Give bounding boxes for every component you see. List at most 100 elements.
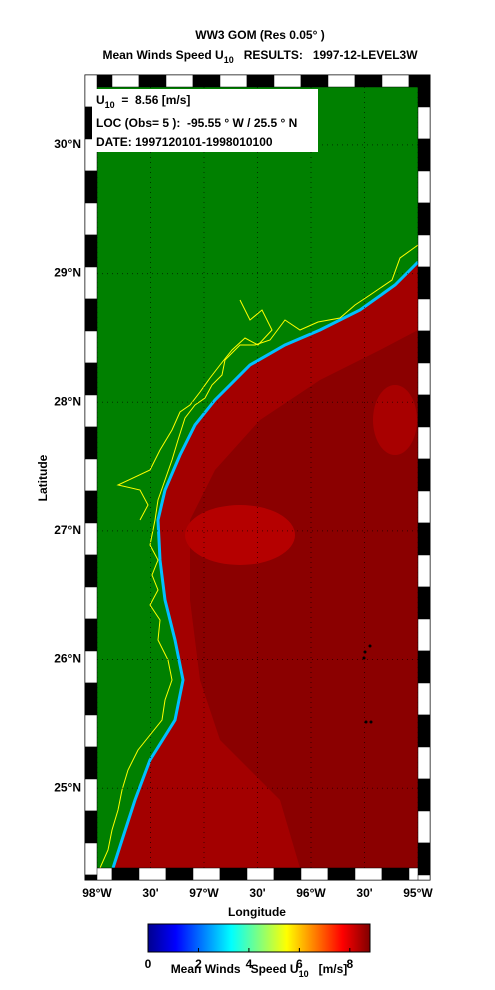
frame-check (417, 618, 431, 652)
frame-check (381, 867, 410, 881)
frame-check (417, 842, 431, 876)
y-axis-label: Latitude (36, 454, 50, 501)
frame-check (84, 714, 98, 748)
frame-check (417, 874, 431, 881)
info-sym: U (96, 93, 105, 107)
frame-check (417, 202, 431, 236)
colorbar-label-text: [m/s] (309, 962, 348, 976)
frame-check (84, 522, 98, 556)
x-tick-label: 30' (142, 886, 158, 900)
info-box (92, 89, 318, 152)
frame-check (84, 394, 98, 428)
subtitle-text: RESULTS: 1997-12-LEVEL3W (234, 48, 418, 62)
frame-check (84, 458, 98, 492)
title: WW3 GOM (Res 0.05° ) (195, 28, 325, 42)
y-tick-label: 26°N (54, 652, 81, 666)
y-tick-label: 30°N (54, 137, 81, 151)
frame-check (417, 234, 431, 268)
x-tick-label: 97°W (189, 886, 219, 900)
frame-check (165, 867, 194, 881)
colorbar-tick-label: 2 (195, 957, 202, 971)
frame-check (138, 74, 167, 88)
frame-check (354, 74, 383, 88)
frame-check (84, 266, 98, 300)
colorbar-label-text: Mean Winds Speed U (171, 962, 299, 976)
frame-check (84, 874, 98, 881)
wind-max (373, 385, 417, 455)
frame-check (417, 746, 431, 780)
colorbar-tick-label: 6 (296, 957, 303, 971)
info-line: U10 = 8.56 [m/s] (96, 93, 190, 110)
frame-check (417, 682, 431, 716)
frame-check (111, 74, 140, 88)
frame-check (165, 74, 194, 88)
frame-check (417, 650, 431, 684)
frame-check (417, 170, 431, 204)
frame-check (84, 810, 98, 844)
frame-check (192, 74, 221, 88)
frame-check (84, 554, 98, 588)
colorbar-tick-label: 8 (346, 957, 353, 971)
frame-check (84, 362, 98, 396)
colorbar (147, 923, 371, 953)
frame-check (300, 74, 329, 88)
info-text: = 8.56 [m/s] (115, 93, 191, 107)
frame-check (327, 867, 356, 881)
frame-check (84, 330, 98, 364)
coast-edge (111, 260, 418, 868)
frame-check (327, 74, 356, 88)
frame-check (84, 426, 98, 460)
frame-check (354, 867, 383, 881)
frame-check (84, 618, 98, 652)
frame-check (417, 554, 431, 588)
subtitle-text: Mean Winds Speed U (102, 48, 223, 62)
frame-check (417, 586, 431, 620)
frame-check (84, 746, 98, 780)
coastline (116, 299, 273, 521)
frame-check (417, 266, 431, 300)
subtitle: Mean Winds Speed U10 RESULTS: 1997-12-LE… (102, 48, 418, 65)
info-sub: 10 (105, 100, 115, 110)
sea-band (113, 262, 418, 868)
x-tick-label: 30' (249, 886, 265, 900)
x-tick-label: 30' (356, 886, 372, 900)
frame-check (84, 650, 98, 684)
y-tick-label: 29°N (54, 266, 81, 280)
frame-check (84, 778, 98, 812)
frame-check (84, 842, 98, 876)
subtitle-sub: 10 (224, 55, 234, 65)
frame-check (246, 74, 275, 88)
x-tick-label: 95°W (403, 886, 433, 900)
frame-check (84, 202, 98, 236)
colorbar-tick-label: 0 (145, 957, 152, 971)
frame-check (417, 394, 431, 428)
frame-check (192, 867, 221, 881)
frame-check (111, 867, 140, 881)
frame-check (417, 138, 431, 172)
frame-check (417, 810, 431, 844)
frame-check (84, 586, 98, 620)
frame-check (417, 458, 431, 492)
frame-check (417, 362, 431, 396)
y-tick-label: 27°N (54, 523, 81, 537)
y-tick-label: 25°N (54, 780, 81, 794)
frame-check (84, 682, 98, 716)
frame-check (219, 74, 248, 88)
info-line: LOC (Obs= 5 ): -95.55 ° W / 25.5 ° N (96, 116, 297, 130)
frame-check (273, 867, 302, 881)
frame-check (417, 298, 431, 332)
x-tick-label: 96°W (296, 886, 326, 900)
frame-check (417, 778, 431, 812)
frame-check (381, 74, 410, 88)
x-tick-label: 98°W (82, 886, 112, 900)
frame-check (84, 490, 98, 524)
frame-check (417, 490, 431, 524)
frame-check (138, 867, 167, 881)
frame-check (417, 330, 431, 364)
colorbar-label: Mean Winds Speed U10 [m/s] (171, 962, 348, 979)
frame-check (417, 426, 431, 460)
coastline (99, 244, 418, 868)
frame-check (219, 867, 248, 881)
x-axis-label: Longitude (228, 905, 286, 919)
frame-check (84, 298, 98, 332)
